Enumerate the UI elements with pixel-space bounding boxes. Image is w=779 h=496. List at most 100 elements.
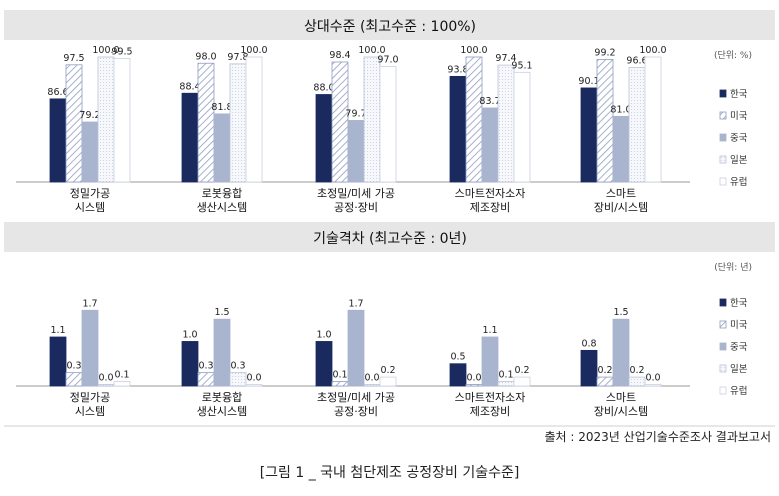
bar-미국-1 [197, 62, 215, 183]
bar-유럽-2 [379, 65, 397, 183]
category-label-4-1: 장비/시스템 [594, 405, 648, 418]
bar-유럽-3 [513, 71, 531, 183]
bar-유럽-2 [379, 376, 397, 387]
bar-중국-3 [481, 336, 499, 387]
category-label-4-0: 스마트 [606, 187, 636, 200]
data-label-유럽-4: 100.0 [639, 45, 666, 56]
data-label-중국-4: 1.5 [613, 307, 628, 318]
legend-swatch-미국 [719, 111, 727, 120]
bar-유럽-0 [113, 381, 131, 387]
data-label-일본-3: 97.4 [495, 53, 516, 64]
bar-미국-2 [331, 61, 349, 183]
category-label-3-0: 스마트전자소자 [455, 187, 526, 200]
legend-swatch-한국 [719, 89, 727, 98]
bar-중국-2 [347, 309, 365, 387]
chart1-title: 상대수준 (최고수준 : 100%) [304, 19, 476, 35]
chart1-unit: (단위: %) [714, 50, 752, 61]
data-label-중국-4: 81.0 [610, 104, 631, 115]
chart2-unit: (단위: 년) [714, 262, 752, 273]
category-label-2-0: 초정밀/미세 가공 [317, 187, 395, 200]
data-label-한국-4: 90.1 [578, 76, 599, 87]
source-note: 출처 : 2023년 산업기술수준조사 결과보고서 [544, 430, 771, 444]
bar-중국-0 [81, 309, 99, 387]
data-label-미국-1: 0.3 [198, 361, 213, 372]
bar-유럽-4 [644, 56, 662, 183]
legend-label-중국: 중국 [730, 342, 748, 353]
data-label-일본-2: 0.0 [364, 373, 379, 384]
bar-유럽-1 [245, 384, 263, 387]
legend-label-일본: 일본 [730, 364, 748, 375]
figure-caption: [그림 1 _ 국내 첨단제조 공정장비 기술수준] [259, 465, 520, 481]
bar-미국-2 [331, 381, 349, 387]
legend-label-유럽: 유럽 [730, 386, 747, 397]
legend-label-미국: 미국 [730, 320, 748, 331]
category-label-0-1: 시스템 [75, 405, 105, 418]
chart1-header-band [4, 10, 775, 40]
data-label-유럽-0: 99.5 [111, 47, 132, 58]
bar-일본-3 [497, 64, 515, 183]
data-label-미국-1: 98.0 [195, 51, 216, 62]
bar-미국-4 [596, 59, 614, 183]
data-label-중국-2: 1.7 [348, 298, 363, 309]
bar-일본-2 [363, 56, 381, 183]
legend-swatch-중국 [719, 133, 727, 142]
bar-중국-1 [213, 318, 231, 387]
category-label-1-1: 생산시스템 [197, 201, 248, 214]
bar-유럽-1 [245, 56, 263, 183]
bar-중국-2 [347, 120, 365, 183]
data-label-미국-4: 99.2 [594, 48, 615, 59]
data-label-유럽-1: 100.0 [240, 45, 267, 56]
legend-swatch-일본 [719, 155, 727, 164]
data-label-중국-0: 79.2 [79, 110, 100, 121]
data-label-한국-3: 0.5 [450, 352, 465, 363]
bar-미국-3 [465, 56, 483, 183]
bar-유럽-4 [644, 384, 662, 387]
legend-swatch-일본 [719, 364, 727, 373]
chart1-plot: 86.697.579.2100.099.5정밀가공시스템88.498.081.8… [16, 45, 690, 214]
data-label-유럽-2: 97.0 [377, 54, 398, 65]
data-label-한국-1: 88.4 [179, 81, 200, 92]
bar-한국-2 [315, 94, 333, 183]
category-label-1-0: 로봇융합 [202, 391, 242, 404]
data-label-미국-2: 98.4 [329, 50, 350, 61]
category-label-2-0: 초정밀/미세 가공 [317, 391, 395, 404]
bar-미국-3 [465, 384, 483, 387]
legend-swatch-미국 [719, 320, 727, 329]
legend-label-한국: 한국 [730, 298, 748, 309]
data-label-유럽-1: 0.0 [246, 373, 261, 384]
chart2-plot: 1.10.31.70.0 0.1정밀가공시스템1.00.31.50.30.0로봇융… [16, 298, 690, 418]
bar-중국-1 [213, 113, 231, 183]
category-label-0-0: 정밀가공 [70, 187, 110, 200]
category-label-0-0: 정밀가공 [70, 391, 110, 404]
data-label-중국-3: 1.1 [482, 325, 497, 336]
category-label-0-1: 시스템 [75, 201, 105, 214]
data-label-한국-2: 88.0 [313, 83, 334, 94]
category-label-4-1: 장비/시스템 [594, 201, 648, 214]
bar-일본-2 [363, 384, 381, 387]
category-label-2-1: 공정·장비 [334, 201, 378, 214]
bar-한국-4 [580, 349, 598, 387]
chart2-title: 기술격차 (최고수준 : 0년) [313, 231, 467, 247]
category-label-1-0: 로봇융합 [202, 187, 242, 200]
data-label-한국-3: 93.8 [447, 64, 468, 75]
data-label-중국-2: 79.7 [345, 108, 366, 119]
data-label-미국-0: 97.5 [63, 53, 84, 64]
chart2-header-band [4, 222, 775, 252]
data-label-일본-4: 0.2 [629, 365, 644, 376]
data-label-유럽-3: 0.2 [514, 365, 529, 376]
bar-한국-0 [49, 98, 67, 183]
legend-swatch-유럽 [719, 386, 727, 395]
data-label-한국-0: 86.6 [47, 87, 68, 98]
bar-일본-3 [497, 381, 515, 387]
bar-미국-1 [197, 372, 215, 387]
data-label-미국-4: 0.2 [597, 365, 612, 376]
bar-중국-4 [612, 318, 630, 387]
bar-한국-4 [580, 87, 598, 183]
bar-한국-1 [181, 341, 199, 387]
data-label-유럽-4: 0.0 [645, 373, 660, 384]
data-label-중국-1: 1.5 [214, 307, 229, 318]
data-label-한국-0: 1.1 [50, 325, 65, 336]
data-label-한국-4: 0.8 [581, 338, 596, 349]
